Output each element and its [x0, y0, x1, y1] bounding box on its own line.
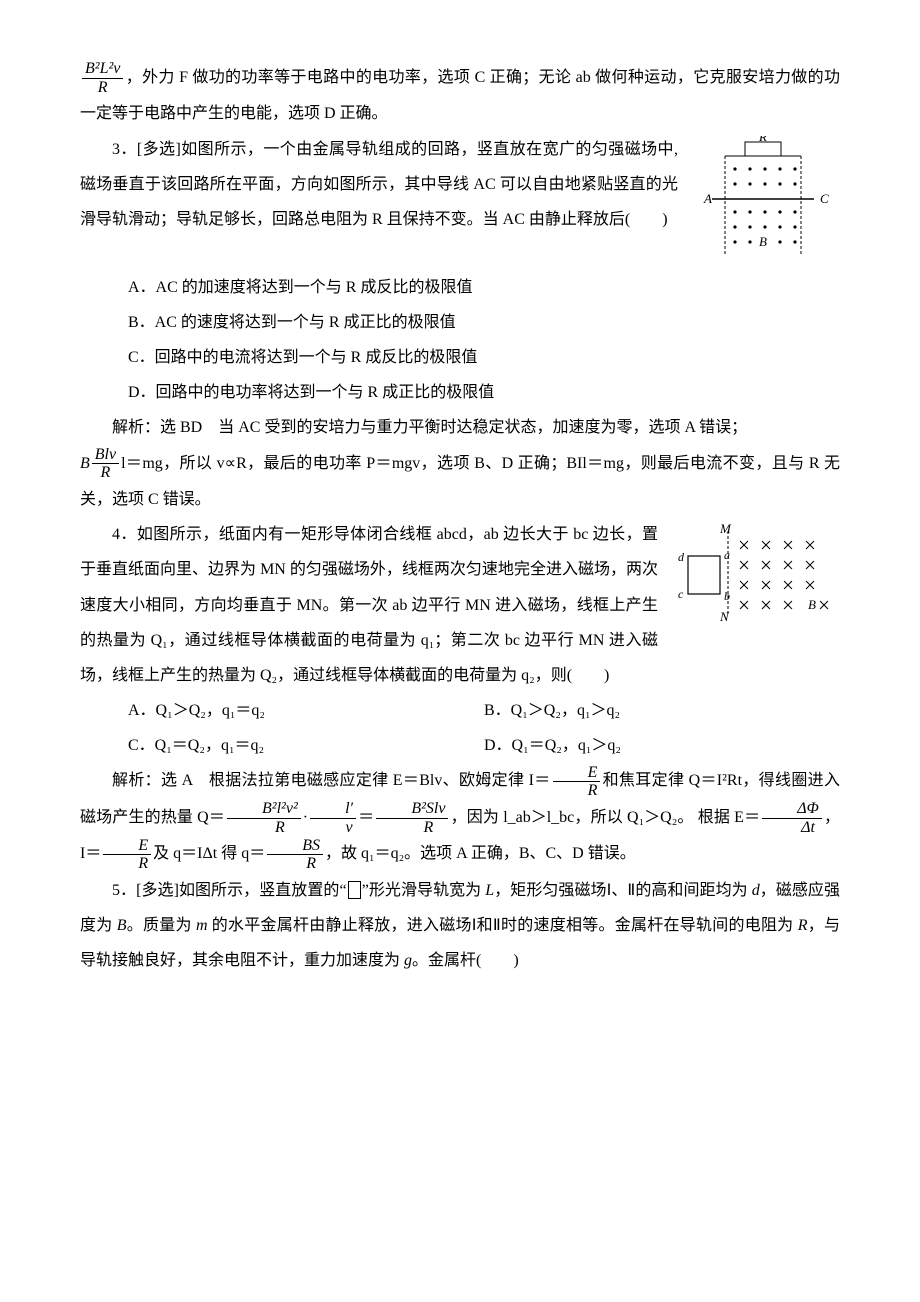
- frac-b2l2v2-r: B²l²v²R: [227, 800, 301, 836]
- q4-figure: M N d a c b B: [670, 521, 840, 626]
- fragment-top: B²L²v R ，外力 F 做功的功率等于电路中的电功率，选项 C 正确；无论 …: [80, 60, 840, 132]
- q3-solution-line2: BBlvRl＝mg，所以 v∝R，最后的电功率 P＝mgv，选项 B、D 正确；…: [80, 446, 840, 518]
- svg-text:R: R: [758, 136, 767, 144]
- q3-option-c: C．回路中的电流将达到一个与 R 成反比的极限值: [128, 340, 840, 375]
- frac-e-r-1: ER: [553, 764, 601, 800]
- svg-text:b: b: [724, 589, 730, 603]
- svg-text:M: M: [719, 521, 732, 536]
- svg-text:a: a: [724, 548, 730, 562]
- frac-b2l2v-r: B²L²v R: [82, 60, 123, 96]
- svg-text:B: B: [759, 234, 767, 249]
- q4-option-b: B．Q₁＞Q₂，q₁＞q₂: [484, 693, 840, 728]
- frac-blv-r: BlvR: [92, 446, 119, 482]
- frac-e-r-2: ER: [103, 837, 151, 873]
- svg-text:d: d: [678, 550, 685, 564]
- svg-text:C: C: [820, 191, 829, 206]
- svg-text:c: c: [678, 587, 684, 601]
- q4-option-d: D．Q₁＝Q₂，q₁＞q₂: [484, 728, 840, 763]
- frac-dphi-dt: ΔΦΔt: [762, 800, 822, 836]
- svg-text:A: A: [703, 191, 712, 206]
- q4-options-row1: A．Q₁＞Q₂，q₁＝q₂ B．Q₁＞Q₂，q₁＞q₂: [128, 693, 840, 728]
- frac-bs-r: BSR: [267, 837, 323, 873]
- svg-text:N: N: [719, 609, 730, 624]
- frac-b2slv-r: B²SlvR: [376, 800, 448, 836]
- q3-figure: R A C B: [690, 136, 840, 266]
- q3-option-b: B．AC 的速度将达到一个与 R 成正比的极限值: [128, 305, 840, 340]
- q4-option-c: C．Q₁＝Q₂，q₁＝q₂: [128, 728, 484, 763]
- q4-solution: 解析：选 A 根据法拉第电磁感应定律 E＝Blv、欧姆定律 I＝ER和焦耳定律 …: [80, 763, 840, 872]
- svg-text:B: B: [808, 597, 816, 612]
- q3-option-d: D．回路中的电功率将达到一个与 R 成正比的极限值: [128, 375, 840, 410]
- u-shape-icon: [348, 881, 361, 899]
- q5-stem: 5．[多选]如图所示，竖直放置的“”形光滑导轨宽为 L，矩形匀强磁场Ⅰ、Ⅱ的高和…: [80, 873, 840, 979]
- q3-option-a: A．AC 的加速度将达到一个与 R 成反比的极限值: [128, 270, 840, 305]
- q3-solution: 解析：选 BD 当 AC 受到的安培力与重力平衡时达稳定状态，加速度为零，选项 …: [80, 410, 840, 445]
- frac-lprime-v: l′v: [310, 800, 356, 836]
- q4-option-a: A．Q₁＞Q₂，q₁＝q₂: [128, 693, 484, 728]
- fragment-top-text: ，外力 F 做功的功率等于电路中的电功率，选项 C 正确；无论 ab 做何种运动…: [80, 69, 840, 122]
- q4-options-row2: C．Q₁＝Q₂，q₁＝q₂ D．Q₁＝Q₂，q₁＞q₂: [128, 728, 840, 763]
